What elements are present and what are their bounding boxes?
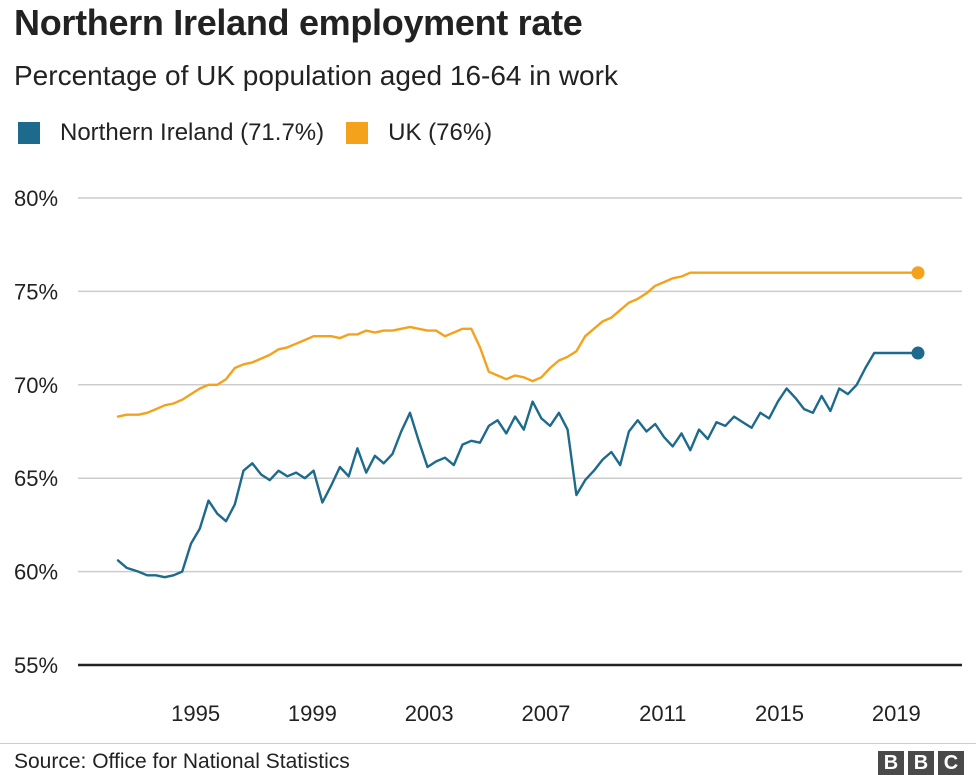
bbc-logo-letter: B <box>878 751 904 775</box>
legend-item-uk: UK (76%) <box>346 119 492 147</box>
legend-swatch-uk <box>346 122 369 144</box>
legend-label-northern-ireland: Northern Ireland (71.7%) <box>60 119 325 146</box>
legend-item-northern-ireland: Northern Ireland (71.7%) <box>18 119 324 147</box>
bbc-logo-letter: C <box>938 751 964 775</box>
bbc-logo-letter: B <box>908 751 934 775</box>
series-line-uk <box>116 271 920 418</box>
footer-divider <box>0 743 976 744</box>
chart-legend: Northern Ireland (71.7%) UK (76%) <box>18 116 514 150</box>
y-tick-label: 65% <box>14 466 58 491</box>
x-tick-label: 1995 <box>171 701 220 726</box>
legend-swatch-northern-ireland <box>18 122 40 144</box>
x-tick-label: 2011 <box>639 701 686 726</box>
chart-title: Northern Ireland employment rate <box>14 2 583 43</box>
x-tick-label: 2003 <box>405 701 454 726</box>
x-tick-label: 2015 <box>755 701 804 726</box>
series-line-northern-ireland <box>116 351 920 579</box>
x-tick-label: 1999 <box>288 701 337 726</box>
bbc-logo: B B C <box>874 751 964 775</box>
source-note: Source: Office for National Statistics <box>14 750 350 773</box>
series-endpoint-uk <box>911 266 925 280</box>
y-tick-label: 55% <box>14 653 58 678</box>
line-chart: 55% 60% 65% 70% 75% 80% 1995 1999 2003 2007 2011 20… <box>14 186 962 726</box>
y-tick-label: 70% <box>14 373 58 398</box>
x-tick-label: 2007 <box>521 701 570 726</box>
series-endpoint-northern-ireland <box>911 346 925 360</box>
y-tick-label: 75% <box>14 279 58 304</box>
y-tick-label: 80% <box>14 186 58 211</box>
y-tick-label: 60% <box>14 560 58 585</box>
legend-label-uk: UK (76%) <box>388 119 493 146</box>
chart-subtitle: Percentage of UK population aged 16-64 i… <box>14 60 618 91</box>
x-tick-label: 2019 <box>872 701 921 726</box>
